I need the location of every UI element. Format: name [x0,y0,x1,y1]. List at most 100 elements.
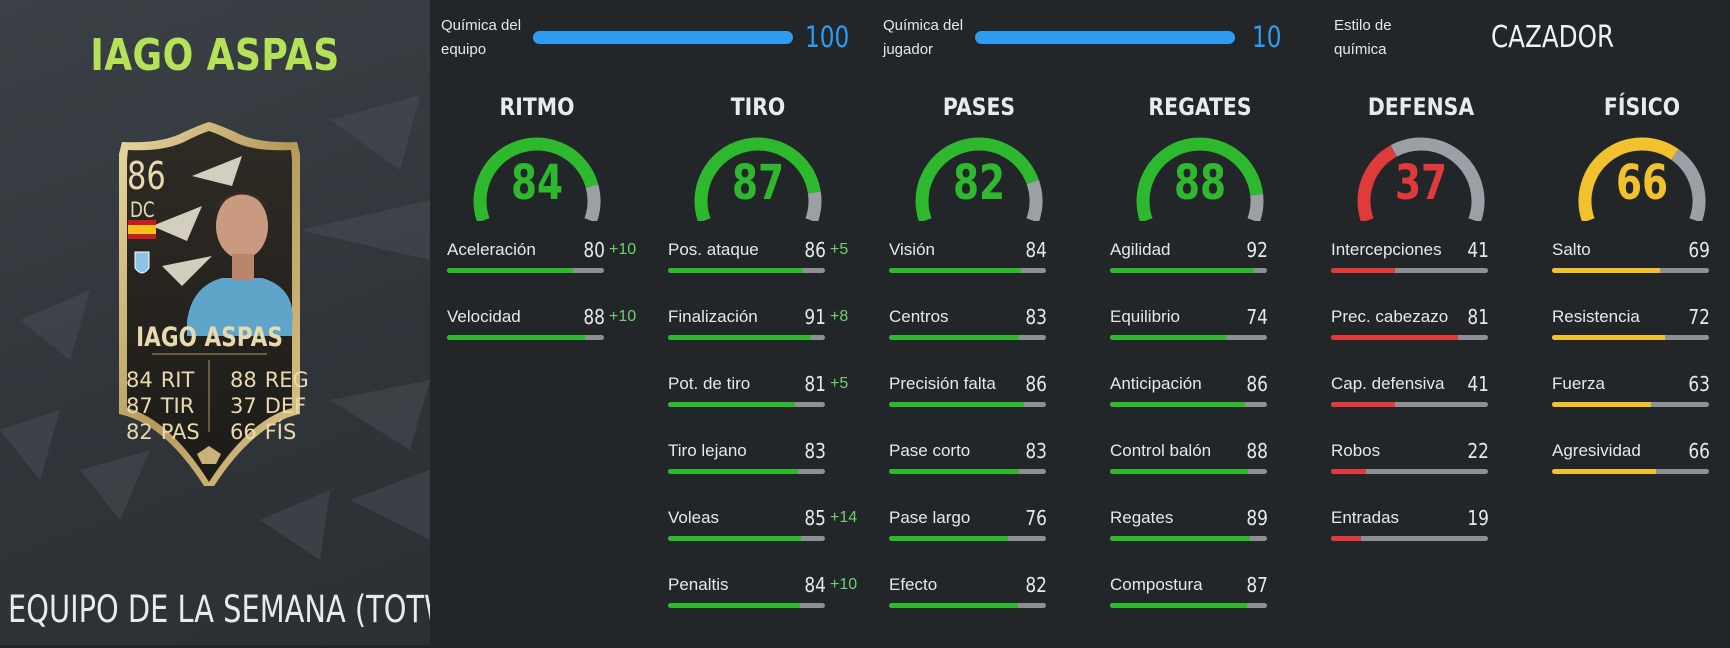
category-value: 66 [1615,155,1669,211]
attribute-value: 86 [1025,372,1047,396]
card-stat: 88 REG [230,368,309,392]
attribute-row: Aceleración 80 +10 [447,238,657,280]
attribute-label: Prec. cabezazo [1331,307,1449,326]
attribute-label: Equilibrio [1110,307,1180,326]
attribute-value: 81 [1467,305,1489,329]
attribute-boost: +10 [609,308,637,325]
attribute-value: 76 [1025,506,1047,530]
attribute-label: Pot. de tiro [668,374,751,393]
player-chemistry-label: Química del jugador [883,17,964,58]
category-gauge [915,137,1043,221]
attribute-bar [889,268,1046,273]
category-4: DEFENSA 37 Intercepciones 41 Prec. cabezazo 8… [1331,88,1511,648]
category-gauge [1578,137,1706,221]
attribute-label: Anticipación [1110,374,1202,393]
attribute-label: Intercepciones [1331,240,1442,259]
attribute-bar-fill [668,268,804,273]
attribute-label: Voleas [668,508,720,527]
attribute-bar-fill [668,402,796,407]
attribute-bar-fill [1110,603,1247,608]
attribute-row: Penaltis 84 +10 [668,573,878,615]
attribute-bar [447,268,604,273]
attribute-bar-fill [1110,402,1246,407]
attribute-label: Finalización [668,307,758,326]
attribute-row: Prec. cabezazo 81 [1331,305,1541,347]
gauge-track [805,191,822,221]
attribute-value: 19 [1467,506,1489,530]
chemistry-style-label: Estilo de química [1334,17,1392,58]
attribute-row: Pase corto 83 [889,439,1099,481]
attribute-label: Pase largo [889,508,971,527]
attribute-value: 82 [1025,573,1047,597]
attribute-row: Tiro lejano 83 [668,439,878,481]
gauge-track [584,184,601,221]
attribute-value: 74 [1246,305,1268,329]
attribute-value: 84 [1025,238,1047,262]
attribute-bar [889,603,1046,608]
attribute-row: Entradas 19 [1331,506,1541,548]
gauge-track [1247,193,1264,221]
attribute-boost: +5 [830,375,849,392]
player-chemistry-bar-fill [975,31,1235,44]
attribute-bar [889,536,1046,541]
category-title: FÍSICO [1603,93,1681,121]
category-title: PASES [942,93,1016,121]
attribute-row: Pot. de tiro 81 +5 [668,372,878,414]
player-chemistry-value: 10 [1252,20,1282,54]
attribute-row: Cap. defensiva 41 [1331,372,1541,414]
attribute-value: 41 [1467,372,1489,396]
attribute-bar [889,335,1046,340]
attribute-bar-fill [889,268,1021,273]
attribute-label: Regates [1110,508,1174,527]
attribute-value: 88 [1246,439,1268,463]
attribute-row: Precisión falta 86 [889,372,1099,414]
attribute-boost: +10 [830,576,858,593]
category-3: REGATES 88 Agilidad 92 Equilibrio 74 Anticipac… [1110,88,1290,648]
category-title: RITMO [499,93,575,121]
category-2: PASES 82 Visión 84 Centros 83 Precisión falta 8… [889,88,1069,648]
attribute-label: Agilidad [1110,240,1171,259]
gauge-track [1670,149,1706,221]
attribute-bar-fill [889,402,1025,407]
attribute-bar [1110,603,1267,608]
attribute-bar-fill [1110,268,1255,273]
attribute-bar [668,402,825,407]
gauge-track [1026,179,1043,221]
card-stat: 66 FÍS [230,420,297,444]
attribute-row: Intercepciones 41 [1331,238,1541,280]
attribute-boost: +5 [830,241,849,258]
card-stat: 37 DEF [230,394,307,418]
attribute-bar-fill [889,536,1009,541]
attribute-label: Efecto [889,575,938,594]
category-0: RITMO 84 Aceleración 80 +10 Velocidad 88 +10 [447,88,636,648]
attribute-value: 84 [804,573,826,597]
attribute-bar [668,335,825,340]
attribute-row: Equilibrio 74 [1110,305,1320,347]
card-position: DC [130,198,155,222]
attribute-value: 92 [1246,238,1268,262]
card-rating: 86 [127,154,166,198]
attribute-value: 85 [804,506,826,530]
attribute-label: Precisión falta [889,374,996,393]
attribute-bar-fill [1552,402,1651,407]
attribute-label: Pase corto [889,441,971,460]
attribute-value: 83 [1025,305,1047,329]
team-chemistry-bar-fill [533,31,793,44]
attribute-row: Anticipación 86 [1110,372,1320,414]
attribute-bar-fill [1552,268,1661,273]
attribute-bar-fill [1331,268,1396,273]
attribute-value: 72 [1688,305,1710,329]
attribute-boost: +8 [830,308,849,325]
attribute-bar-fill [1110,536,1250,541]
attribute-bar-fill [889,603,1018,608]
player-card[interactable]: 86 DC IAGO ASPAS 84 RIT 87 TIR 82 PAS 88… [92,116,327,486]
card-stat: 84 RIT [126,368,195,392]
attribute-value: 63 [1688,372,1710,396]
attribute-bar [1331,402,1488,407]
attribute-bar-fill [1331,335,1459,340]
attribute-bar-fill [1331,402,1396,407]
attribute-value: 83 [1025,439,1047,463]
attribute-bar-fill [668,335,811,340]
attribute-row: Control balón 88 [1110,439,1320,481]
attribute-bar-fill [1331,536,1361,541]
